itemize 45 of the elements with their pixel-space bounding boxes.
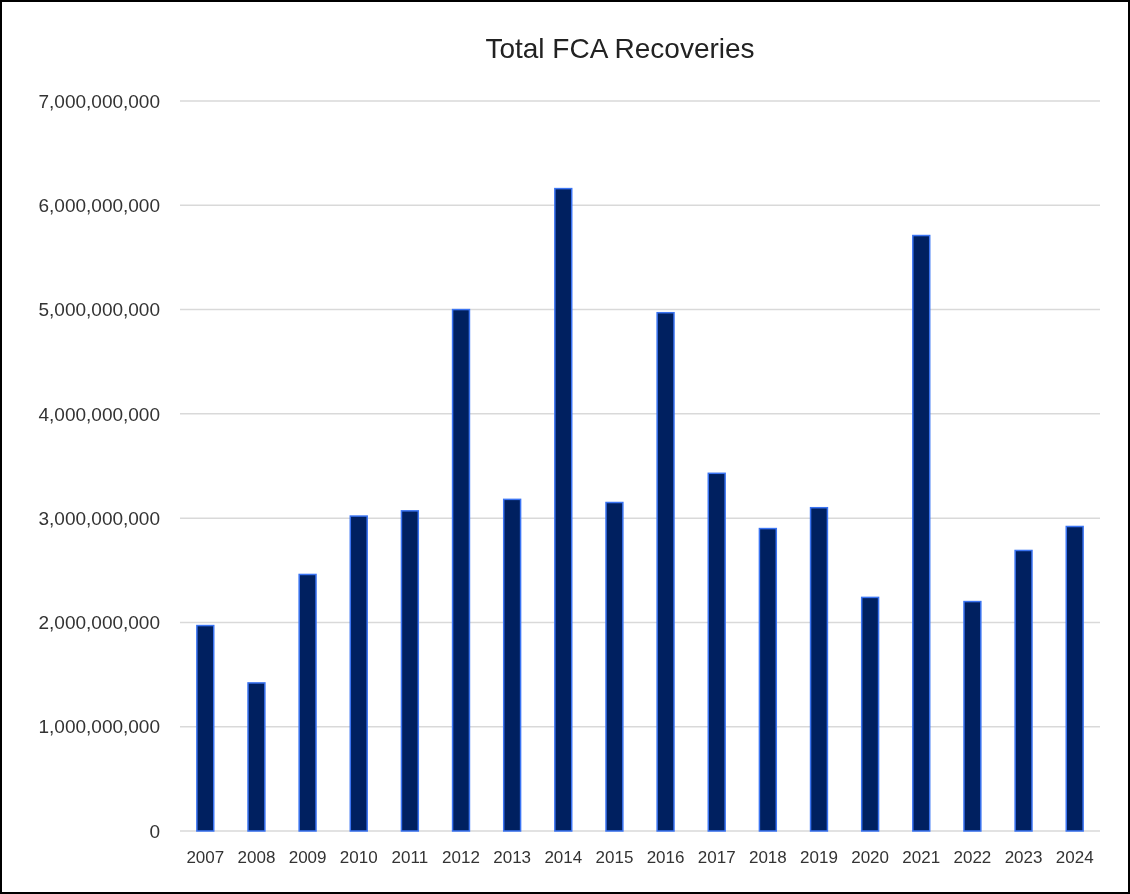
x-tick-label: 2009 bbox=[288, 848, 327, 867]
x-tick-label: 2012 bbox=[442, 848, 480, 867]
x-tick-label: 2021 bbox=[902, 848, 941, 867]
bar bbox=[554, 187, 573, 832]
bar bbox=[860, 596, 880, 832]
x-tick-label: 2016 bbox=[646, 848, 685, 867]
bar bbox=[502, 498, 522, 832]
bar bbox=[605, 501, 624, 832]
x-tick-label: 2018 bbox=[748, 848, 787, 867]
x-tick-label: 2007 bbox=[186, 848, 225, 867]
bar bbox=[1065, 525, 1084, 832]
bar bbox=[912, 234, 931, 832]
x-tick-label: 2022 bbox=[953, 848, 992, 867]
y-tick-label: 2,000,000,000 bbox=[38, 612, 160, 634]
chart-title: Total FCA Recoveries bbox=[485, 33, 755, 64]
x-tick-label: 2020 bbox=[851, 848, 890, 867]
bar bbox=[758, 527, 778, 832]
x-tick-label: 2014 bbox=[544, 848, 583, 867]
bar bbox=[707, 472, 726, 832]
x-tick-label: 2015 bbox=[595, 848, 634, 867]
y-tick-label: 0 bbox=[149, 820, 160, 842]
bar bbox=[298, 573, 317, 832]
x-tick-label: 2017 bbox=[697, 848, 736, 867]
bar bbox=[451, 308, 471, 832]
x-tick-label: 2024 bbox=[1055, 848, 1094, 867]
y-tick-label: 1,000,000,000 bbox=[38, 716, 160, 738]
bar bbox=[349, 515, 368, 832]
y-tick-label: 3,000,000,000 bbox=[38, 507, 160, 529]
x-tick-label: 2019 bbox=[800, 848, 838, 867]
x-tick-label: 2011 bbox=[391, 848, 429, 867]
y-tick-label: 5,000,000,000 bbox=[38, 299, 160, 321]
x-tick-label: 2010 bbox=[339, 848, 378, 867]
bar bbox=[247, 682, 266, 832]
x-tick-label: 2013 bbox=[493, 848, 532, 867]
bar bbox=[656, 311, 675, 832]
x-tick-label: 2023 bbox=[1004, 848, 1043, 867]
bar bbox=[809, 506, 829, 832]
y-tick-label: 7,000,000,000 bbox=[38, 90, 160, 112]
x-tick-label: 2008 bbox=[237, 848, 276, 867]
bar bbox=[1014, 549, 1033, 832]
y-tick-label: 4,000,000,000 bbox=[38, 403, 160, 425]
bar bbox=[400, 510, 420, 832]
bar bbox=[963, 600, 982, 832]
bar bbox=[196, 624, 215, 832]
y-tick-label: 6,000,000,000 bbox=[38, 194, 160, 216]
